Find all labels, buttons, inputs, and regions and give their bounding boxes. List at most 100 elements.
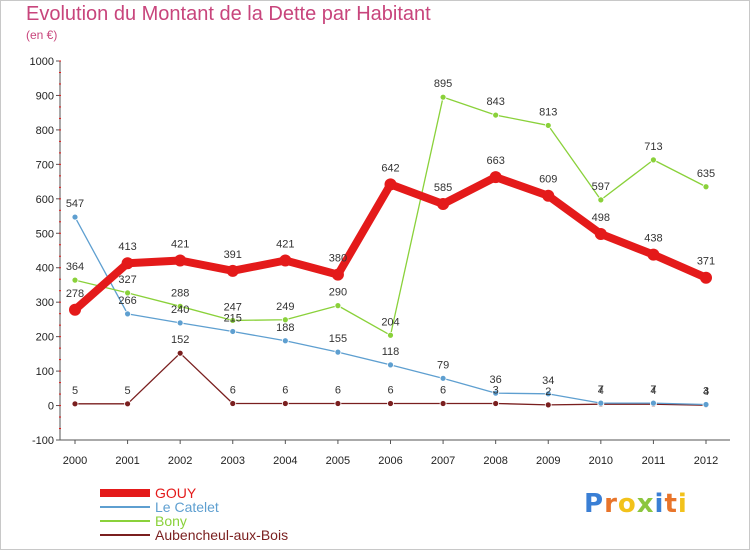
series-line-aubencheul-aux-bois [74, 352, 707, 406]
data-label-aubencheul-aux-bois: 5 [72, 385, 78, 397]
y-tick-label: 900 [36, 90, 54, 102]
data-point-bony [492, 111, 500, 119]
data-point-bony [334, 302, 342, 310]
y-tick-label: 600 [36, 194, 54, 206]
data-point-le-catelet [650, 399, 657, 407]
y-tick-label: 100 [36, 366, 54, 378]
legend-label-gouy: GOUY [155, 485, 197, 501]
data-label-le-catelet: 547 [66, 198, 84, 210]
logo-letter: P [584, 489, 605, 519]
data-point-aubencheul-aux-bois [176, 349, 184, 357]
data-label-le-catelet: 36 [490, 374, 502, 386]
data-point-bony [229, 317, 237, 324]
data-point-bony [281, 316, 289, 324]
legend-label-aubencheul-aux-bois: Aubencheul-aux-Bois [155, 527, 288, 543]
legend-label-le-catelet: Le Catelet [155, 499, 219, 515]
data-point-aubencheul-aux-bois [334, 400, 342, 407]
y-tick-label: 500 [36, 228, 54, 240]
x-tick-label: 2008 [483, 455, 507, 467]
data-point-gouy [647, 248, 660, 261]
data-point-bony [439, 93, 447, 101]
y-tick-label: 200 [36, 332, 54, 344]
data-label-le-catelet: 3 [703, 386, 709, 398]
chart-title: Evolution du Montant de la Dette par Hab… [26, 3, 431, 25]
data-point-le-catelet [334, 348, 342, 356]
x-tick-label: 2012 [694, 455, 718, 467]
data-label-bony: 364 [66, 261, 84, 273]
y-tick-label: 800 [36, 125, 54, 137]
data-point-aubencheul-aux-bois [387, 400, 394, 407]
data-point-aubencheul-aux-bois [492, 400, 500, 407]
data-point-gouy [121, 257, 134, 270]
x-tick-label: 2005 [326, 455, 350, 467]
data-label-gouy: 642 [381, 162, 399, 174]
data-point-bony [176, 302, 184, 310]
logo-letter: r [604, 489, 618, 519]
x-tick-label: 2007 [431, 455, 455, 467]
data-label-bony: 813 [539, 106, 557, 118]
data-point-gouy [700, 271, 712, 284]
data-point-bony [387, 331, 394, 339]
series-layer [69, 93, 712, 409]
data-point-bony [71, 276, 79, 284]
data-point-le-catelet [544, 390, 552, 398]
y-tick-label: 1000 [30, 56, 54, 68]
y-tick-label: 400 [36, 263, 54, 275]
x-tick-label: 2000 [63, 455, 87, 467]
data-point-gouy [594, 227, 607, 240]
data-label-le-catelet: 7 [598, 384, 604, 396]
data-point-le-catelet [492, 389, 500, 397]
data-label-gouy: 498 [592, 212, 610, 224]
data-point-gouy [174, 254, 187, 267]
x-tick-label: 2006 [378, 455, 402, 467]
data-label-gouy: 391 [224, 249, 242, 261]
data-label-aubencheul-aux-bois: 5 [125, 385, 131, 397]
data-label-le-catelet: 118 [382, 346, 400, 358]
data-label-bony: 635 [697, 168, 715, 180]
data-label-gouy: 421 [276, 238, 294, 250]
series-line-bony [74, 96, 707, 336]
series-line-gouy [71, 173, 710, 314]
data-point-gouy [489, 171, 502, 184]
data-label-bony: 288 [171, 287, 189, 299]
x-tick-label: 2010 [589, 455, 613, 467]
data-label-aubencheul-aux-bois: 4 [650, 385, 656, 397]
y-tick-label: 300 [36, 297, 54, 309]
data-label-bony: 247 [224, 301, 242, 313]
data-point-bony [650, 156, 657, 164]
chart-subtitle: (en €) [26, 28, 58, 42]
data-point-aubencheul-aux-bois [229, 400, 237, 407]
data-point-bony [124, 289, 131, 297]
data-label-gouy: 371 [697, 256, 715, 268]
y-tick-label: 700 [36, 159, 54, 171]
data-label-aubencheul-aux-bois: 6 [440, 384, 446, 396]
x-tick-label: 2003 [221, 455, 245, 467]
data-label-gouy: 413 [118, 241, 136, 253]
series-line-le-catelet [74, 216, 707, 406]
data-label-aubencheul-aux-bois: 3 [493, 384, 499, 396]
data-label-gouy: 585 [434, 182, 452, 194]
data-label-le-catelet: 34 [542, 375, 554, 387]
data-label-aubencheul-aux-bois: 152 [171, 334, 189, 346]
x-tick-label: 2011 [642, 455, 666, 467]
data-label-bony: 290 [329, 287, 347, 299]
data-point-gouy [331, 268, 344, 281]
data-label-gouy: 421 [171, 238, 189, 250]
data-label-bony: 895 [434, 78, 452, 90]
data-label-aubencheul-aux-bois: 6 [282, 384, 288, 396]
data-point-le-catelet [71, 213, 79, 221]
data-point-bony [544, 122, 552, 129]
data-label-le-catelet: 155 [329, 333, 347, 345]
data-point-gouy [437, 197, 450, 210]
x-tick-label: 2001 [115, 455, 139, 467]
x-tick-label: 2004 [273, 455, 297, 467]
data-label-gouy: 380 [329, 253, 347, 265]
data-point-le-catelet [176, 319, 184, 327]
data-label-gouy: 609 [539, 174, 557, 186]
data-point-bony [702, 183, 710, 191]
logo-letter: i [654, 489, 665, 519]
data-label-le-catelet: 266 [118, 295, 136, 307]
data-label-bony: 204 [381, 316, 399, 328]
